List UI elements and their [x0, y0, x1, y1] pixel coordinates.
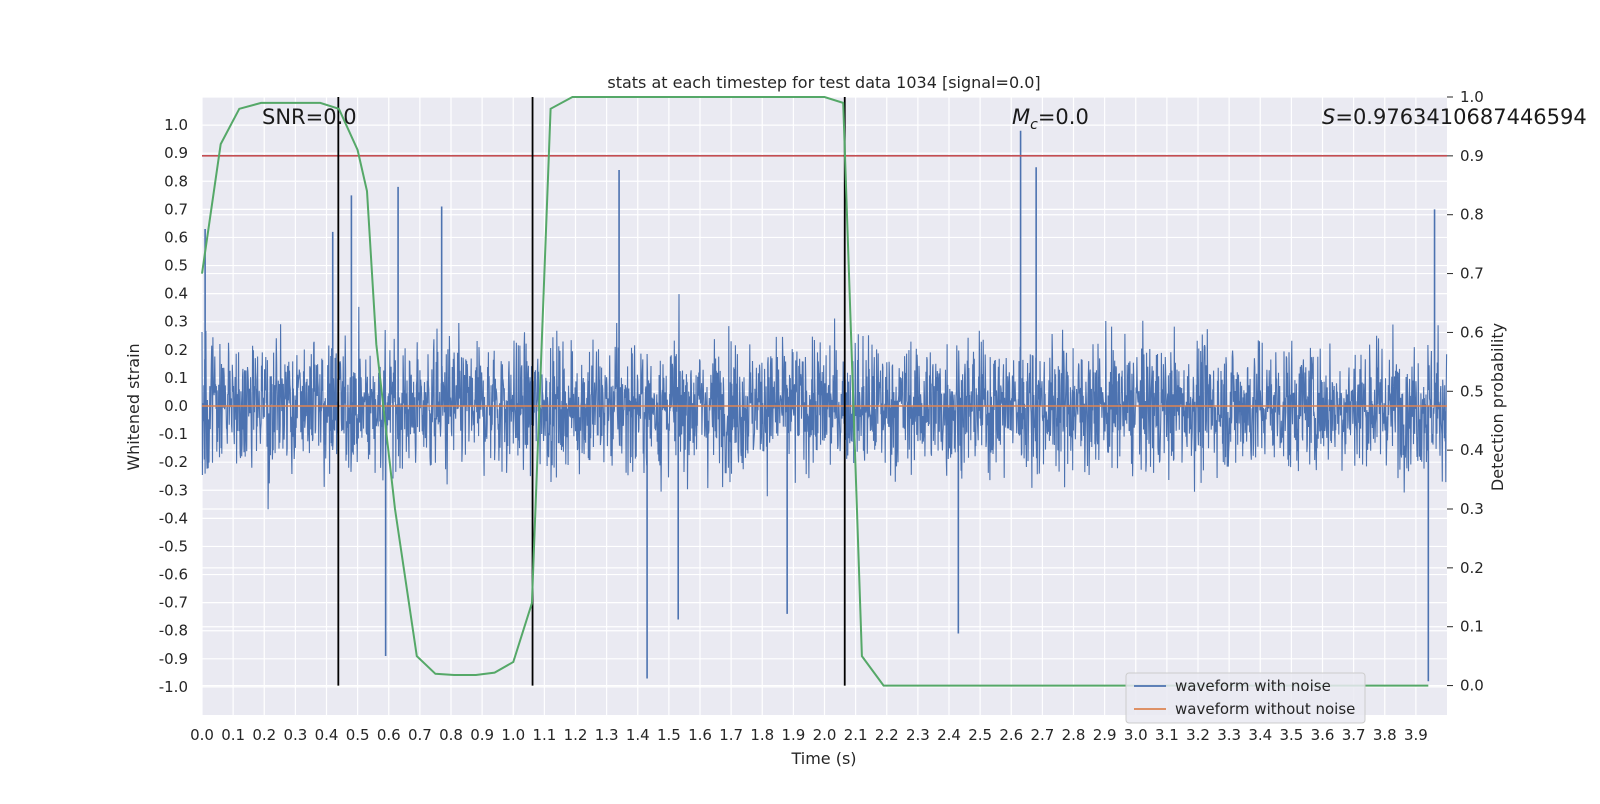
- x-tick-label: 1.3: [595, 726, 619, 744]
- y-tick-label: -0.1: [159, 425, 188, 443]
- x-tick-label: 3.7: [1342, 726, 1366, 744]
- x-tick-label: 2.2: [875, 726, 899, 744]
- y2-axis-label: Detection probability: [1488, 323, 1507, 491]
- legend: waveform with noise waveform without noi…: [1125, 672, 1366, 724]
- x-tick-label: 2.9: [1093, 726, 1117, 744]
- y-tick-label: 0.2: [164, 341, 188, 359]
- x-tick-label: 3.3: [1217, 726, 1241, 744]
- y-tick-label: 0.5: [164, 257, 188, 275]
- x-tick-label: 1.0: [501, 726, 525, 744]
- legend-box: [1125, 672, 1366, 724]
- x-tick-label: 3.6: [1311, 726, 1335, 744]
- x-tick-label: 2.4: [937, 726, 961, 744]
- x-tick-label: 1.9: [781, 726, 805, 744]
- probability-curve: [201, 96, 1429, 687]
- y2-tick-label: 0.6: [1460, 323, 1484, 341]
- x-tick-label: 3.9: [1404, 726, 1428, 744]
- noisy-waveform-line: [201, 294, 1448, 510]
- x-tick-label: 0.9: [470, 726, 494, 744]
- x-tick-label: 2.1: [844, 726, 868, 744]
- y-tick-label: -0.7: [159, 594, 188, 612]
- x-tick-label: 2.7: [1030, 726, 1054, 744]
- y-tick-label: -1.0: [159, 678, 188, 696]
- y2-tick-label: 0.5: [1460, 382, 1484, 400]
- x-tick-label: 0.1: [221, 726, 245, 744]
- x-tick-label: 0.8: [439, 726, 463, 744]
- x-tick-label: 0.4: [315, 726, 339, 744]
- x-tick-label: 2.6: [999, 726, 1023, 744]
- y-tick-label: 1.0: [164, 116, 188, 134]
- y-tick-label: 0.8: [164, 172, 188, 190]
- x-tick-label: 1.2: [564, 726, 588, 744]
- x-tick-label: 3.1: [1155, 726, 1179, 744]
- x-tick-label: 3.8: [1373, 726, 1397, 744]
- y2-tick-label: 0.7: [1460, 265, 1484, 283]
- x-tick-label: 1.5: [657, 726, 681, 744]
- x-tick-label: 1.4: [626, 726, 650, 744]
- y-tick-label: 0.4: [164, 285, 188, 303]
- x-tick-label: 1.1: [532, 726, 556, 744]
- legend-label-noisy: waveform with noise: [1175, 677, 1331, 695]
- y-tick-label: -0.9: [159, 650, 188, 668]
- x-tick-label: 3.4: [1248, 726, 1272, 744]
- x-tick-label: 1.7: [719, 726, 743, 744]
- mc-value: =0.0: [1038, 105, 1089, 129]
- snr-annotation: SNR=0.0: [262, 105, 357, 129]
- y2-tick-label: 1.0: [1460, 88, 1484, 106]
- chart-title: stats at each timestep for test data 103…: [607, 73, 1040, 92]
- y-tick-label: -0.5: [159, 537, 188, 555]
- y2-tick-label: 0.1: [1460, 618, 1484, 636]
- marks-layer: [201, 96, 1447, 687]
- x-tick-label: 0.2: [252, 726, 276, 744]
- y-tick-label: -0.3: [159, 481, 188, 499]
- x-tick-label: 1.8: [750, 726, 774, 744]
- s-symbol: S: [1322, 105, 1335, 129]
- y2-tick-label: 0.0: [1460, 677, 1484, 695]
- y-tick-label: 0.6: [164, 228, 188, 246]
- x-tick-label: 1.6: [688, 726, 712, 744]
- y2-tick-label: 0.8: [1460, 206, 1484, 224]
- y2-tick-label: 0.2: [1460, 559, 1484, 577]
- y-tick-label: -0.6: [159, 566, 188, 584]
- y2-tick-label: 0.9: [1460, 147, 1484, 165]
- x-tick-label: 3.2: [1186, 726, 1210, 744]
- x-tick-label: 0.6: [377, 726, 401, 744]
- x-tick-label: 3.5: [1279, 726, 1303, 744]
- s-annotation: S=0.9763410687446594: [1322, 105, 1587, 129]
- mc-symbol: M: [1012, 105, 1030, 129]
- y-tick-label: -0.4: [159, 509, 188, 527]
- y-tick-label: 0.9: [164, 144, 188, 162]
- chirp-mass-annotation: Mc=0.0: [1012, 105, 1089, 133]
- y-tick-label: 0.0: [164, 397, 188, 415]
- x-tick-label: 2.8: [1062, 726, 1086, 744]
- x-tick-label: 2.3: [906, 726, 930, 744]
- x-tick-label: 0.7: [408, 726, 432, 744]
- legend-label-clean: waveform without noise: [1175, 700, 1355, 718]
- y-tick-label: 0.3: [164, 313, 188, 331]
- y-axis-label: Whitened strain: [124, 343, 143, 470]
- axes-layer: 0.0 0.1 0.2 0.3 0.4 0.5 0.6 0.7 0.8 0.9 1.0 1.1 1.2 1…: [159, 88, 1484, 744]
- y-tick-label: 0.7: [164, 200, 188, 218]
- y-tick-label: -0.2: [159, 453, 188, 471]
- x-tick-label: 0.3: [283, 726, 307, 744]
- x-tick-label: 3.0: [1124, 726, 1148, 744]
- y2-tick-label: 0.3: [1460, 500, 1484, 518]
- y-tick-label: -0.8: [159, 622, 188, 640]
- x-axis-label: Time (s): [790, 749, 856, 768]
- x-tick-label: 2.5: [968, 726, 992, 744]
- x-tick-label: 0.5: [346, 726, 370, 744]
- y-tick-label: 0.1: [164, 369, 188, 387]
- x-tick-label: 0.0: [190, 726, 214, 744]
- mc-subscript: c: [1030, 117, 1038, 133]
- x-tick-label: 2.0: [813, 726, 837, 744]
- s-value: =0.9763410687446594: [1335, 105, 1586, 129]
- y2-tick-label: 0.4: [1460, 441, 1484, 459]
